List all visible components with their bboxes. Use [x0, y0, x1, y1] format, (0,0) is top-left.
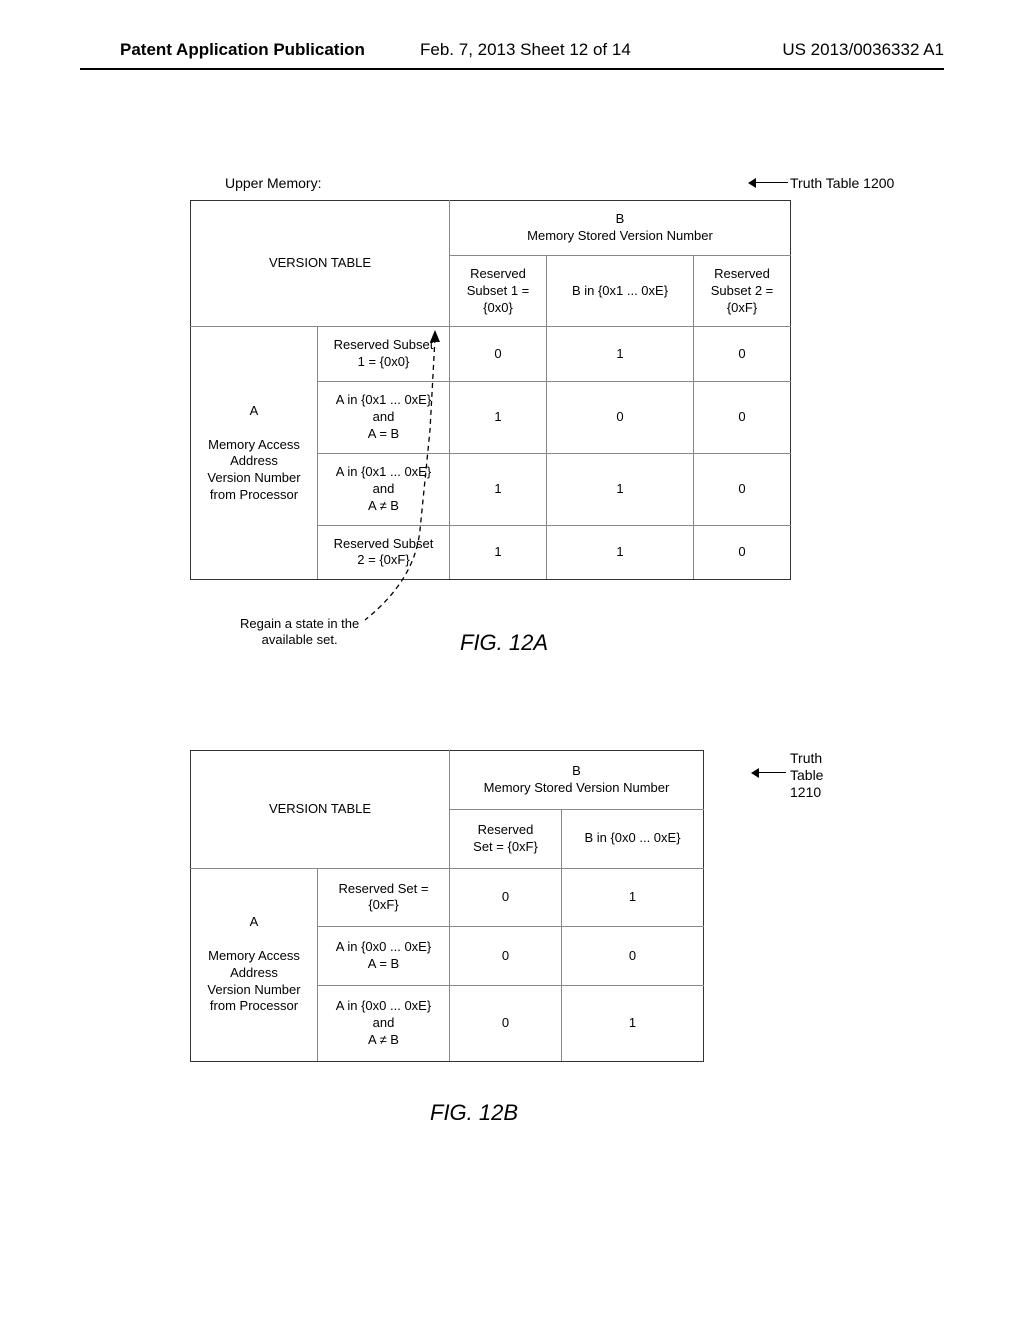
table1210-r3c1: 0 — [450, 986, 562, 1062]
header-center: Feb. 7, 2013 Sheet 12 of 14 — [420, 40, 631, 60]
truth-1210-arrowhead-icon — [751, 768, 759, 778]
a1210-hdr-l2: Memory Access — [208, 948, 300, 963]
a1210-hdr-l5: from Processor — [210, 998, 298, 1013]
a1210-row2-l1: A in {0x0 ... 0xE} — [336, 939, 431, 954]
truth1210-l3: 1210 — [790, 784, 821, 800]
a-hdr-l2: Memory Access — [208, 437, 300, 452]
table1200-r3c2: 1 — [547, 453, 694, 525]
bcol1-l2: Subset 1 = — [467, 283, 530, 298]
regain-l1: Regain a state in the — [240, 616, 359, 631]
table1210-r2c1: 0 — [450, 927, 562, 986]
table1210-a-header: A Memory Access Address Version Number f… — [191, 868, 318, 1061]
table1210-b-header: B Memory Stored Version Number — [450, 751, 704, 810]
table1210-arow1: Reserved Set = {0xF} — [318, 868, 450, 927]
table1200-r3c1: 1 — [450, 453, 547, 525]
table1200-bcol3: Reserved Subset 2 = {0xF} — [694, 255, 791, 327]
a1210-row3-l1: A in {0x0 ... 0xE} — [336, 998, 431, 1013]
table1210-arow3: A in {0x0 ... 0xE} and A ≠ B — [318, 986, 450, 1062]
a-hdr-l1: A — [250, 403, 259, 418]
table1200-r4c2: 1 — [547, 525, 694, 580]
table1200-r4c1: 1 — [450, 525, 547, 580]
a-hdr-l5: from Processor — [210, 487, 298, 502]
regain-l2: available set. — [262, 632, 338, 647]
table1200-title-cell: VERSION TABLE — [191, 201, 450, 327]
a1210-hdr-l3: Address — [230, 965, 278, 980]
page: Patent Application Publication Feb. 7, 2… — [0, 0, 1024, 1320]
a1210-hdr-l4: Version Number — [207, 982, 300, 997]
truth-table-1200-label: Truth Table 1200 — [790, 175, 894, 191]
table1200-r1c1: 0 — [450, 327, 547, 382]
header-left: Patent Application Publication — [120, 40, 365, 60]
bcol3-l2: Subset 2 = — [711, 283, 774, 298]
truth-table-1210-label: Truth Table 1210 — [790, 750, 823, 800]
b1210-col1-l2: Set = {0xF} — [473, 839, 538, 854]
table1210-bcol1: Reserved Set = {0xF} — [450, 809, 562, 868]
table1210-r1c1: 0 — [450, 868, 562, 927]
table1200-b-header: B Memory Stored Version Number — [450, 201, 791, 256]
table1200-a-header: A Memory Access Address Version Number f… — [191, 327, 318, 580]
table1200-r2c1: 1 — [450, 382, 547, 454]
a1210-row1-l2: {0xF} — [368, 897, 398, 912]
table1210-title-cell: VERSION TABLE — [191, 751, 450, 869]
a1210-row2-l2: A = B — [368, 956, 399, 971]
table1200-r4c3: 0 — [694, 525, 791, 580]
bcol3-l3: {0xF} — [727, 300, 757, 315]
bcol1-l1: Reserved — [470, 266, 526, 281]
table1200-bcol1: Reserved Subset 1 = {0x0} — [450, 255, 547, 327]
a1210-row3-l3: A ≠ B — [368, 1032, 399, 1047]
b-header-l1: B — [616, 211, 625, 226]
table1210-bcol2: B in {0x0 ... 0xE} — [562, 809, 704, 868]
truth1210-l1: Truth — [790, 750, 822, 766]
table1200-r3c3: 0 — [694, 453, 791, 525]
b1210-hdr-l1: B — [572, 763, 581, 778]
table1210-r3c2: 1 — [562, 986, 704, 1062]
a-hdr-l4: Version Number — [207, 470, 300, 485]
a1210-row3-l2: and — [373, 1015, 395, 1030]
b-header-l2: Memory Stored Version Number — [527, 228, 713, 243]
table1210-r1c2: 1 — [562, 868, 704, 927]
a1210-row1-l1: Reserved Set = — [339, 881, 429, 896]
b1210-col1-l1: Reserved — [478, 822, 534, 837]
truth-1210-pointer-line — [755, 772, 786, 773]
upper-memory-label: Upper Memory: — [225, 175, 321, 191]
regain-state-label: Regain a state in the available set. — [240, 616, 359, 649]
regain-dashed-arrow-icon — [380, 330, 460, 630]
table1200-r1c3: 0 — [694, 327, 791, 382]
b1210-hdr-l2: Memory Stored Version Number — [484, 780, 670, 795]
version-table-1210: VERSION TABLE B Memory Stored Version Nu… — [190, 750, 704, 1062]
truth-1200-pointer-line — [752, 182, 788, 183]
table1200-r1c2: 1 — [547, 327, 694, 382]
table1200-r2c3: 0 — [694, 382, 791, 454]
table1210-arow2: A in {0x0 ... 0xE} A = B — [318, 927, 450, 986]
table1200-r2c2: 0 — [547, 382, 694, 454]
bcol1-l3: {0x0} — [483, 300, 513, 315]
version-table-1200: VERSION TABLE B Memory Stored Version Nu… — [190, 200, 791, 580]
truth1210-l2: Table — [790, 767, 823, 783]
table1200-bcol2: B in {0x1 ... 0xE} — [547, 255, 694, 327]
a-hdr-l3: Address — [230, 453, 278, 468]
a1210-hdr-l1: A — [250, 914, 259, 929]
header-rule — [80, 68, 944, 70]
header-right: US 2013/0036332 A1 — [782, 40, 944, 60]
bcol3-l1: Reserved — [714, 266, 770, 281]
figure-12b-caption: FIG. 12B — [430, 1100, 518, 1126]
table1210-r2c2: 0 — [562, 927, 704, 986]
figure-12a-caption: FIG. 12A — [460, 630, 548, 656]
truth-1200-arrowhead-icon — [748, 178, 756, 188]
